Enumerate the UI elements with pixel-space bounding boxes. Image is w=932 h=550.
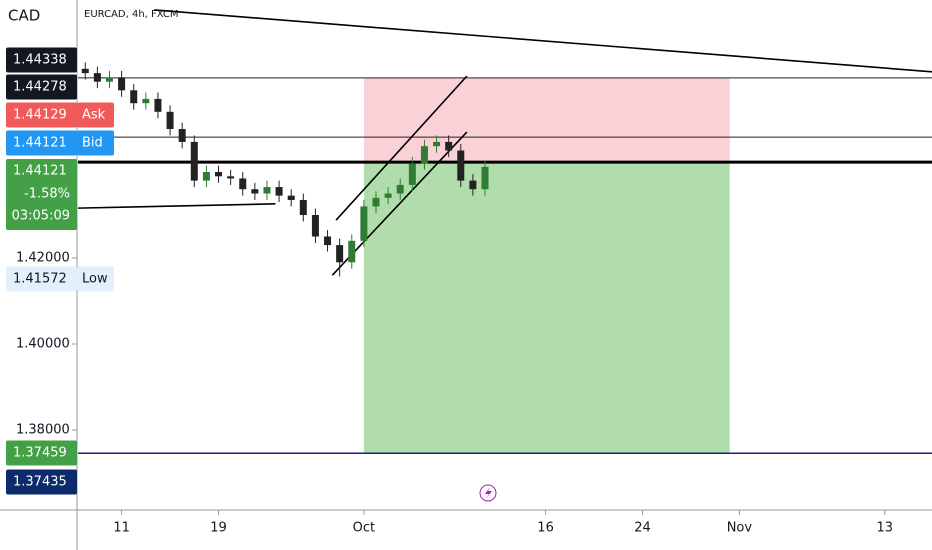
candle-body xyxy=(130,90,138,104)
candle-body xyxy=(215,172,223,177)
candle-body xyxy=(360,206,368,241)
price-tag xyxy=(6,102,77,128)
candle-body xyxy=(420,146,428,164)
price-tag-label: 1.37435 xyxy=(13,475,67,490)
candle-body xyxy=(81,68,89,74)
trend-line xyxy=(335,75,468,221)
event-icon xyxy=(485,487,492,499)
x-tick-label: 24 xyxy=(634,521,651,536)
price-tag-label: 1.37459 xyxy=(13,446,67,461)
candle-body xyxy=(251,189,259,194)
x-tick-label: 19 xyxy=(210,521,227,536)
x-tick-label: 11 xyxy=(113,521,130,536)
candle-body xyxy=(275,187,283,196)
trend-line xyxy=(154,9,932,73)
candle-body xyxy=(396,184,404,194)
candle-body xyxy=(142,98,150,104)
candle-body xyxy=(239,178,247,190)
price-tag xyxy=(6,47,77,73)
price-tag-label: 1.44121 xyxy=(13,136,67,151)
candle-body xyxy=(336,245,344,263)
price-tag-label: 1.44121 xyxy=(13,164,67,179)
candle-body xyxy=(481,166,489,190)
price-tag-sub: 03:05:09 xyxy=(12,209,70,224)
x-tick-label: 16 xyxy=(537,521,554,536)
price-tag xyxy=(6,440,77,466)
y-tick-label: 1.42000 xyxy=(16,251,70,266)
tag-note-label: Low xyxy=(82,272,108,287)
candle-body xyxy=(227,176,235,179)
tag-note-label: Ask xyxy=(82,108,106,123)
price-tag xyxy=(6,469,77,495)
x-tick-label: 13 xyxy=(876,521,893,536)
candle-body xyxy=(118,77,126,91)
event-icon[interactable] xyxy=(479,484,497,502)
candle-body xyxy=(457,150,465,181)
x-tick-label: Nov xyxy=(727,521,753,536)
candle-body xyxy=(105,77,113,82)
tag-note xyxy=(77,102,114,128)
price-tag xyxy=(6,266,77,292)
candle-body xyxy=(154,98,162,112)
y-tick-label: 1.40000 xyxy=(16,337,70,352)
candle-body xyxy=(93,73,101,82)
price-tag xyxy=(6,74,77,100)
candle-body xyxy=(311,215,319,237)
candle-body xyxy=(287,195,295,200)
price-tag-sub: -1.58% xyxy=(24,187,70,202)
candle-body xyxy=(384,193,392,198)
price-tag xyxy=(6,159,77,230)
price-tag-label: 1.44278 xyxy=(13,80,67,95)
plot xyxy=(77,9,932,455)
target-zone xyxy=(363,162,730,454)
candle-body xyxy=(445,141,453,151)
candle-body xyxy=(299,199,307,216)
price-tag-label: 1.44338 xyxy=(13,53,67,68)
candle-body xyxy=(178,129,186,142)
candle-body xyxy=(324,236,332,246)
tag-note xyxy=(77,266,114,292)
stop-zone xyxy=(363,77,730,163)
price-tag-label: 1.41572 xyxy=(13,272,67,287)
candle-body xyxy=(408,163,416,185)
candle-body xyxy=(166,111,174,130)
price-tag xyxy=(6,130,77,156)
candle-body xyxy=(433,141,441,147)
tag-note xyxy=(77,130,114,156)
trend-line xyxy=(77,203,276,209)
candle-body xyxy=(202,172,210,181)
tag-note-label: Bid xyxy=(82,136,103,151)
chart-title: EURCAD, 4h, FXCM xyxy=(84,9,179,20)
candle-body xyxy=(263,187,271,194)
candle-body xyxy=(348,240,356,263)
candle-body xyxy=(469,180,477,190)
currency: CAD xyxy=(8,7,40,25)
price-tag-label: 1.44129 xyxy=(13,108,67,123)
candle-body xyxy=(372,197,380,207)
y-tick-label: 1.38000 xyxy=(16,423,70,438)
candle-body xyxy=(190,141,198,181)
x-tick-label: Oct xyxy=(353,521,375,536)
